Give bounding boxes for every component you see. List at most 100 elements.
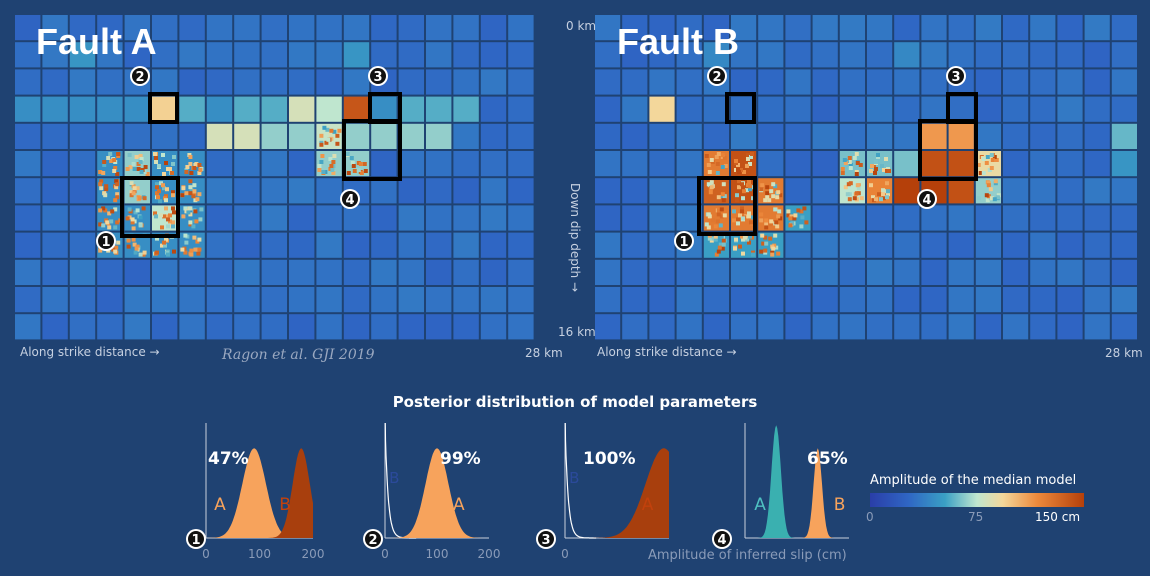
slip-cell	[206, 259, 233, 285]
slip-speckle	[854, 172, 859, 176]
slip-cell	[508, 42, 534, 68]
slip-cell	[1084, 151, 1110, 177]
posterior-distributions: A B 47% 0 100 200 B A 99% 0 100 200 B A 100% 0 A B 65%	[202, 422, 849, 561]
slip-speckle	[99, 186, 104, 191]
slip-cell	[508, 151, 534, 177]
slip-cell	[622, 232, 648, 258]
slip-cell	[234, 287, 260, 313]
slip-cell	[179, 123, 205, 149]
patch-outline	[725, 92, 756, 124]
slip-speckle	[743, 235, 747, 240]
slip-cell	[398, 42, 424, 68]
slip-speckle	[713, 224, 718, 229]
slip-cell	[921, 287, 947, 313]
slip-speckle	[156, 195, 160, 200]
slip-cell	[508, 205, 534, 231]
slip-cell	[676, 15, 702, 41]
slip-speckle	[184, 240, 189, 245]
slip-speckle	[137, 190, 142, 195]
slip-cell	[812, 178, 838, 204]
slip-cell	[867, 123, 893, 149]
slip-cell	[69, 15, 96, 41]
slip-speckle	[869, 198, 873, 203]
slip-speckle	[153, 152, 157, 156]
slip-cell	[453, 314, 479, 340]
slip-speckle	[359, 171, 364, 175]
slip-speckle	[154, 160, 158, 164]
slip-cell	[894, 314, 920, 340]
slip-cell	[289, 123, 315, 149]
slip-cell	[343, 314, 370, 340]
slip-cell	[453, 151, 479, 177]
slip-cell	[453, 232, 479, 258]
slip-speckle	[103, 193, 108, 198]
slip-cell	[206, 205, 233, 231]
slip-cell	[206, 151, 233, 177]
slip-speckle	[706, 163, 711, 167]
slip-cell	[921, 123, 947, 149]
slip-cell	[234, 69, 260, 95]
slip-cell	[1111, 42, 1137, 68]
slip-cell	[206, 287, 233, 313]
slip-cell	[676, 123, 702, 149]
slip-cell	[839, 205, 865, 231]
slip-cell	[894, 96, 920, 122]
slip-speckle	[706, 225, 711, 230]
slip-speckle	[742, 170, 746, 174]
slip-speckle	[775, 224, 780, 229]
slip-speckle	[114, 185, 119, 190]
slip-speckle	[335, 141, 340, 146]
slip-speckle	[984, 161, 989, 165]
slip-speckle	[128, 165, 133, 169]
slip-speckle	[104, 187, 109, 192]
slip-speckle	[138, 154, 143, 158]
slip-cell	[453, 123, 479, 149]
slip-speckle	[131, 191, 136, 196]
slip-speckle	[856, 186, 861, 191]
slip-speckle	[116, 152, 121, 156]
slip-cell	[289, 42, 315, 68]
slip-speckle	[166, 224, 170, 229]
slip-cell	[1111, 15, 1137, 41]
slip-cell	[343, 259, 370, 285]
slip-cell	[785, 287, 811, 313]
slip-cell	[206, 123, 233, 149]
slip-cell	[179, 314, 205, 340]
slip-speckle	[764, 241, 769, 246]
slip-speckle	[133, 250, 138, 255]
slip-cell	[15, 96, 41, 122]
slip-speckle	[171, 193, 175, 198]
slip-cell	[316, 15, 342, 41]
slip-speckle	[767, 198, 772, 203]
slip-speckle	[737, 185, 741, 190]
slip-speckle	[770, 252, 775, 257]
slip-speckle	[704, 154, 709, 158]
slip-speckle	[716, 249, 721, 254]
posterior-tick: 200	[478, 547, 501, 561]
slip-cell	[1003, 205, 1029, 231]
slip-cell	[69, 96, 96, 122]
slip-speckle	[161, 183, 165, 188]
slip-speckle	[337, 128, 342, 133]
slip-speckle	[319, 133, 324, 138]
slip-cell	[622, 123, 648, 149]
slip-speckle	[984, 193, 989, 198]
slip-cell	[453, 69, 479, 95]
slip-speckle	[155, 185, 159, 190]
slip-cell	[508, 287, 534, 313]
slip-cell	[15, 151, 41, 177]
slip-speckle	[115, 172, 120, 176]
slip-cell	[316, 232, 342, 258]
slip-cell	[921, 15, 947, 41]
slip-cell	[152, 259, 178, 285]
slip-speckle	[171, 162, 175, 166]
posterior-title: Posterior distribution of model paramete…	[392, 393, 758, 411]
slip-cell	[508, 178, 534, 204]
slip-cell	[453, 15, 479, 41]
slip-cell	[343, 232, 370, 258]
slip-speckle	[188, 162, 193, 166]
slip-cell	[234, 15, 260, 41]
slip-speckle	[194, 162, 199, 166]
slip-speckle	[172, 155, 176, 159]
slip-cell	[1111, 232, 1137, 258]
